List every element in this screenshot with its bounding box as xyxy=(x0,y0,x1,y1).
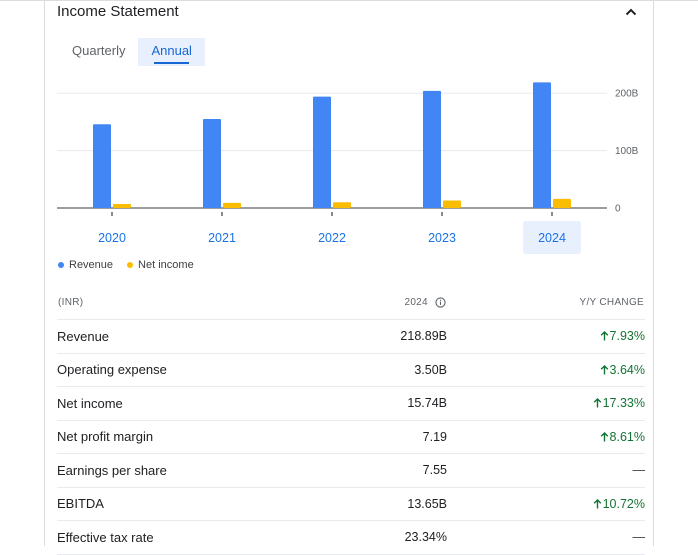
table-row: Operating expense 3.50B 3.64% xyxy=(57,353,645,387)
net-income-bar xyxy=(113,203,131,208)
table-row: Net income 15.74B 17.33% xyxy=(57,386,645,421)
metric-change-value: 3.64% xyxy=(609,362,645,377)
metric-change-value: — xyxy=(632,530,646,545)
metric-label-earnings-per-share: Earnings per share xyxy=(57,453,325,488)
income-bar-chart: 200B 100B 0 2020 2021 2022 2023 2024 xyxy=(57,82,639,254)
legend-item-revenue: Revenue xyxy=(58,259,113,271)
header-unit: (INR) xyxy=(57,286,325,320)
metric-change-effective-tax-rate: — xyxy=(447,520,646,555)
info-icon[interactable] xyxy=(435,297,446,308)
revenue-bar xyxy=(533,82,551,208)
metric-change-revenue: 7.93% xyxy=(447,319,645,354)
revenue-bar xyxy=(313,96,331,208)
metric-change-value: 10.72% xyxy=(602,496,645,511)
metric-change-operating-expense: 3.64% xyxy=(447,353,645,387)
table-row: Earnings per share 7.55 — xyxy=(57,453,646,488)
net-income-bar xyxy=(223,202,241,208)
net-income-bar xyxy=(333,202,351,208)
year-label-2022[interactable]: 2022 xyxy=(318,231,346,245)
net-income-dot-icon xyxy=(127,262,134,268)
year-label-2021[interactable]: 2021 xyxy=(208,231,236,245)
revenue-bar xyxy=(423,90,441,208)
tab-annual[interactable]: Annual xyxy=(138,38,205,66)
metric-change-net-profit-margin: 8.61% xyxy=(447,420,645,454)
chart-legend: Revenue Net income xyxy=(58,259,194,271)
metric-value-net-profit-margin: 7.19 xyxy=(325,420,447,454)
arrow-up-icon xyxy=(600,331,608,341)
table-row: EBITDA 13.65B 10.72% xyxy=(57,487,645,521)
table-row: Revenue 218.89B 7.93% xyxy=(57,319,645,354)
arrow-up-icon xyxy=(600,431,608,442)
metric-value-effective-tax-rate: 23.34% xyxy=(325,520,447,555)
year-label-2020[interactable]: 2020 xyxy=(98,231,126,245)
arrow-up-icon xyxy=(593,498,601,509)
year-label-2024[interactable]: 2024 xyxy=(538,231,566,245)
metric-label-ebitda: EBITDA xyxy=(57,487,325,521)
metric-value-revenue: 218.89B xyxy=(325,319,447,354)
legend-label-net-income: Net income xyxy=(138,259,194,271)
legend-item-net-income: Net income xyxy=(127,259,194,271)
chevron-up-icon xyxy=(625,8,637,16)
metric-change-value: 8.61% xyxy=(609,429,645,444)
arrow-up-icon xyxy=(593,398,601,408)
metric-change-value: — xyxy=(632,463,646,478)
metric-value-ebitda: 13.65B xyxy=(325,487,447,521)
period-tabs: Quarterly Annual xyxy=(59,38,205,66)
legend-label-revenue: Revenue xyxy=(69,259,114,271)
tab-quarterly[interactable]: Quarterly xyxy=(72,43,126,58)
metric-label-effective-tax-rate: Effective tax rate xyxy=(57,520,325,555)
metric-value-earnings-per-share: 7.55 xyxy=(325,453,447,488)
year-label-2023[interactable]: 2023 xyxy=(428,231,456,245)
y-tick-label: 200B xyxy=(615,89,639,100)
metric-label-net-profit-margin: Net profit margin xyxy=(57,420,325,454)
metric-label-net-income: Net income xyxy=(57,386,325,421)
arrow-up-icon xyxy=(600,364,608,375)
collapse-button[interactable] xyxy=(621,2,641,22)
table-row: Effective tax rate 23.34% — xyxy=(57,520,646,555)
header-year: 2024 xyxy=(325,286,447,320)
table-row: Net profit margin 7.19 8.61% xyxy=(57,420,645,454)
metric-change-value: 17.33% xyxy=(602,396,645,411)
net-income-bar xyxy=(443,200,461,208)
financials-table: (INR) 2024 Y/Y CHANGE Revenue 218.89B 7.93… xyxy=(57,286,645,555)
card-title: Income Statement xyxy=(57,3,179,20)
header-change: Y/Y CHANGE xyxy=(447,286,645,320)
metric-value-operating-expense: 3.50B xyxy=(325,353,447,387)
metric-value-net-income: 15.74B xyxy=(325,386,447,421)
y-tick-label: 100B xyxy=(615,146,639,157)
top-divider xyxy=(0,0,698,1)
revenue-bar xyxy=(203,119,221,208)
metric-change-ebitda: 10.72% xyxy=(447,487,645,521)
metric-change-net-income: 17.33% xyxy=(447,386,645,421)
metric-label-operating-expense: Operating expense xyxy=(57,353,325,387)
revenue-dot-icon xyxy=(58,262,64,268)
header-year-label: 2024 xyxy=(404,297,428,309)
revenue-bar xyxy=(93,124,111,208)
metric-change-earnings-per-share: — xyxy=(447,453,646,488)
y-tick-label: 0 xyxy=(615,204,621,215)
metric-label-revenue: Revenue xyxy=(57,319,325,354)
metric-change-value: 7.93% xyxy=(609,329,645,344)
table-header-row: (INR) 2024 Y/Y CHANGE xyxy=(57,286,645,320)
selected-year-highlight xyxy=(523,221,581,254)
income-statement-card: Income Statement Quarterly Annual 200B 10… xyxy=(44,0,654,555)
net-income-bar xyxy=(553,198,571,208)
